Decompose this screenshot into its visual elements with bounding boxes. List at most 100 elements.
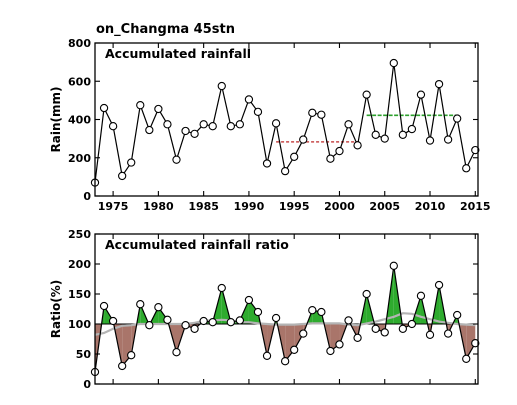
x-tick-label: 2005 (369, 200, 400, 213)
data-point (290, 152, 299, 161)
data-point (353, 141, 362, 150)
data-point (462, 164, 471, 173)
data-point (262, 159, 272, 168)
data-point (416, 291, 426, 300)
data-point (99, 103, 109, 113)
data-point (280, 357, 290, 366)
panel-title: Accumulated rainfall ratio (105, 237, 289, 252)
above-average-fill (248, 300, 258, 324)
data-point (443, 329, 453, 338)
data-point (190, 129, 199, 138)
data-point (136, 300, 145, 309)
y-tick-label: 200 (68, 258, 91, 271)
x-tick-label: 1990 (234, 200, 265, 213)
data-point (317, 110, 326, 119)
y-tick-label: 600 (68, 75, 91, 88)
figure-title: on_Changma 45stn (96, 22, 235, 37)
data-point (262, 351, 272, 360)
data-point (163, 315, 172, 324)
data-point (389, 261, 398, 270)
data-point (118, 361, 127, 371)
data-point (226, 122, 235, 131)
data-point (199, 316, 208, 326)
data-point (362, 90, 371, 99)
data-point (235, 316, 245, 325)
data-point (453, 310, 462, 320)
y-tick-label: 200 (68, 152, 91, 165)
smoothed-line (94, 312, 476, 336)
data-point (226, 318, 235, 327)
data-point (235, 120, 245, 129)
data-point (181, 321, 190, 330)
data-point (208, 318, 217, 327)
plot-frame (94, 233, 479, 385)
data-point (317, 307, 326, 317)
data-point (108, 316, 118, 326)
data-point (434, 280, 444, 290)
series-line (94, 63, 476, 183)
x-tick-label: 2010 (415, 200, 446, 213)
data-point (136, 101, 145, 110)
data-point (244, 295, 254, 305)
x-tick-label: 1985 (188, 200, 219, 213)
y-tick-label: 0 (83, 378, 91, 391)
data-point (371, 130, 380, 139)
y-tick-label: 0 (83, 190, 91, 203)
data-point (99, 301, 109, 311)
data-point (108, 122, 118, 131)
data-point (299, 135, 308, 144)
data-point (253, 107, 263, 116)
rainfall-ratio-panel: 0 50 100 150 200 250 Accumulated rainfall rati… (49, 228, 480, 391)
data-point (217, 81, 226, 91)
data-point (380, 328, 389, 337)
y-tick-label: 150 (68, 288, 91, 301)
data-point (398, 130, 407, 139)
data-point (172, 155, 181, 164)
x-tick-label: 1980 (143, 200, 174, 213)
y-tick-label: 400 (68, 114, 91, 127)
data-point (271, 313, 281, 323)
x-tick-label: 1975 (98, 200, 129, 213)
data-point (127, 158, 136, 167)
data-point (308, 108, 317, 117)
data-point (371, 324, 380, 333)
data-point (344, 120, 353, 129)
data-point (425, 136, 435, 145)
data-point (190, 324, 199, 333)
x-tick-label: 2015 (460, 200, 491, 213)
x-tick-label: 1995 (279, 200, 310, 213)
data-point (118, 171, 127, 181)
data-point (335, 340, 344, 349)
data-point (172, 348, 181, 357)
data-point (145, 125, 154, 135)
data-point (335, 146, 344, 156)
data-point (425, 330, 435, 339)
data-point (416, 90, 426, 99)
y-tick-label: 100 (68, 318, 91, 331)
x-tick-label: 2000 (324, 200, 355, 213)
data-point (181, 126, 190, 136)
data-point (217, 283, 226, 293)
data-point (326, 154, 335, 163)
data-point (154, 104, 163, 114)
data-point (127, 351, 136, 360)
data-point (462, 354, 471, 363)
data-point (353, 333, 362, 342)
data-point (145, 321, 154, 330)
y-tick-label: 800 (68, 37, 91, 50)
data-point (253, 307, 263, 317)
data-point (443, 135, 453, 144)
data-point (208, 122, 217, 131)
below-average-fill (466, 324, 476, 359)
panel-title: Accumulated rainfall (105, 46, 251, 61)
data-point (271, 119, 281, 128)
data-point (199, 120, 208, 129)
data-point (308, 306, 317, 315)
data-point (453, 114, 462, 123)
data-point (344, 316, 353, 325)
data-point (299, 329, 308, 338)
data-point (290, 345, 299, 354)
data-point (407, 319, 417, 329)
data-point (280, 166, 290, 176)
